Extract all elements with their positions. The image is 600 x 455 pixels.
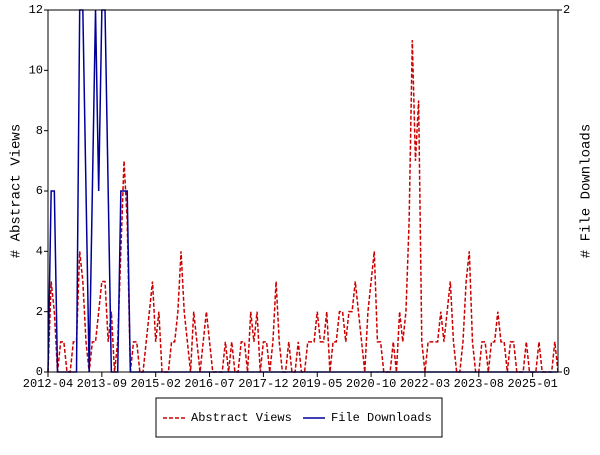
y-tick-label: 12 — [29, 3, 43, 17]
x-tick-label: 2023-08 — [454, 377, 504, 391]
legend-box — [155, 397, 443, 438]
y-tick-label: 0 — [36, 365, 43, 379]
x-tick-label: 2020-10 — [346, 377, 396, 391]
x-tick-label: 2016-07 — [184, 377, 234, 391]
legend-label: File Downloads — [331, 411, 432, 425]
y-tick-label: 6 — [36, 184, 43, 198]
x-tick-label: 2025-01 — [507, 377, 557, 391]
y2-axis-label: # File Downloads — [579, 124, 595, 258]
y-tick-label: 8 — [36, 124, 43, 138]
y-axis-label: # Abstract Views — [9, 124, 25, 258]
legend-label: Abstract Views — [191, 411, 292, 425]
y-tick-label: 4 — [36, 245, 43, 259]
x-tick-label: 2022-03 — [400, 377, 450, 391]
y2-tick-label: 0 — [563, 365, 570, 379]
x-tick-label: 2015-02 — [130, 377, 180, 391]
plot-frame — [47, 9, 559, 373]
x-tick-label: 2019-05 — [292, 377, 342, 391]
y2-tick-label: 2 — [563, 3, 570, 17]
x-tick-label: 2012-04 — [23, 377, 73, 391]
y-tick-label: 10 — [29, 64, 43, 78]
x-tick-label: 2013-09 — [77, 377, 127, 391]
y-tick-label: 2 — [36, 305, 43, 319]
x-tick-label: 2017-12 — [238, 377, 288, 391]
